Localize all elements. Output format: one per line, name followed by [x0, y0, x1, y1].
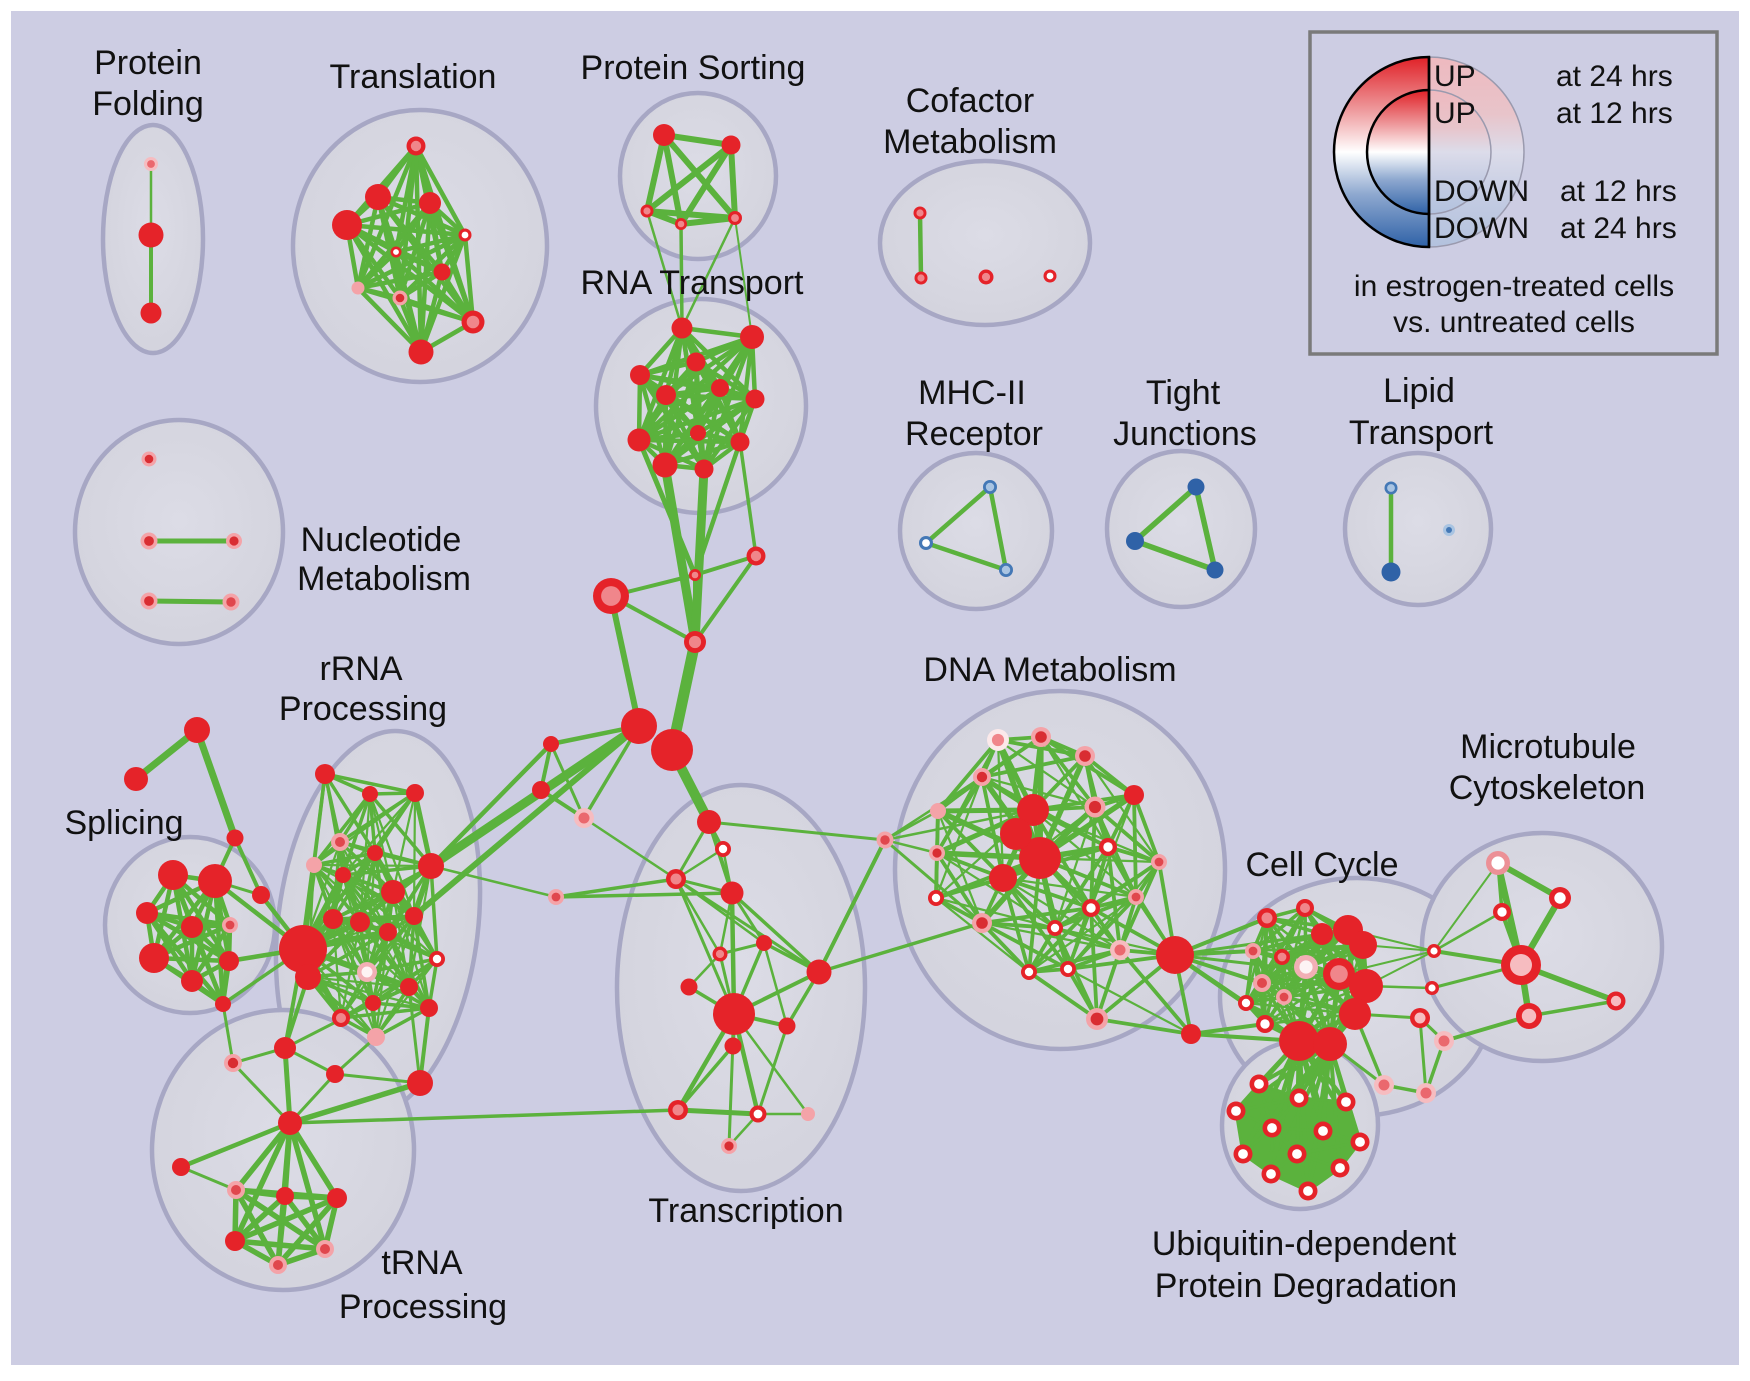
- svg-text:Cofactor: Cofactor: [906, 82, 1035, 120]
- svg-text:Ubiquitin-dependent: Ubiquitin-dependent: [1152, 1225, 1457, 1263]
- svg-text:Cytoskeleton: Cytoskeleton: [1449, 769, 1646, 807]
- svg-text:Splicing: Splicing: [64, 804, 183, 842]
- svg-text:UP: UP: [1434, 97, 1476, 130]
- svg-text:Metabolism: Metabolism: [883, 123, 1057, 161]
- svg-text:Junctions: Junctions: [1113, 415, 1257, 453]
- svg-text:DNA Metabolism: DNA Metabolism: [923, 651, 1176, 689]
- svg-text:DOWN: DOWN: [1434, 175, 1529, 208]
- svg-text:Processing: Processing: [339, 1288, 507, 1326]
- svg-text:at 12 hrs: at 12 hrs: [1560, 175, 1677, 208]
- svg-text:Microtubule: Microtubule: [1460, 728, 1636, 766]
- svg-text:at 24 hrs: at 24 hrs: [1560, 212, 1677, 245]
- svg-text:Lipid: Lipid: [1383, 372, 1455, 410]
- svg-text:in estrogen-treated cells: in estrogen-treated cells: [1354, 270, 1674, 303]
- svg-text:UP: UP: [1434, 60, 1476, 93]
- svg-text:Translation: Translation: [330, 58, 497, 96]
- svg-text:Transport: Transport: [1349, 414, 1494, 452]
- svg-text:Nucleotide: Nucleotide: [301, 521, 462, 559]
- svg-text:at 24 hrs: at 24 hrs: [1556, 60, 1673, 93]
- svg-text:Processing: Processing: [279, 690, 447, 728]
- svg-text:Folding: Folding: [92, 85, 204, 123]
- svg-text:Tight: Tight: [1146, 374, 1221, 412]
- svg-text:at 12 hrs: at 12 hrs: [1556, 97, 1673, 130]
- svg-text:vs. untreated cells: vs. untreated cells: [1393, 306, 1635, 339]
- svg-text:Protein Degradation: Protein Degradation: [1155, 1267, 1457, 1305]
- svg-text:Protein: Protein: [94, 44, 202, 82]
- svg-text:DOWN: DOWN: [1434, 212, 1529, 245]
- svg-text:Cell Cycle: Cell Cycle: [1245, 846, 1398, 884]
- svg-text:Receptor: Receptor: [905, 415, 1043, 453]
- svg-text:rRNA: rRNA: [319, 650, 402, 688]
- svg-text:Protein Sorting: Protein Sorting: [581, 49, 806, 87]
- svg-text:Transcription: Transcription: [648, 1192, 843, 1230]
- svg-text:Metabolism: Metabolism: [297, 560, 471, 598]
- svg-text:RNA Transport: RNA Transport: [581, 264, 805, 302]
- svg-text:MHC-II: MHC-II: [918, 374, 1026, 412]
- svg-text:tRNA: tRNA: [381, 1244, 463, 1282]
